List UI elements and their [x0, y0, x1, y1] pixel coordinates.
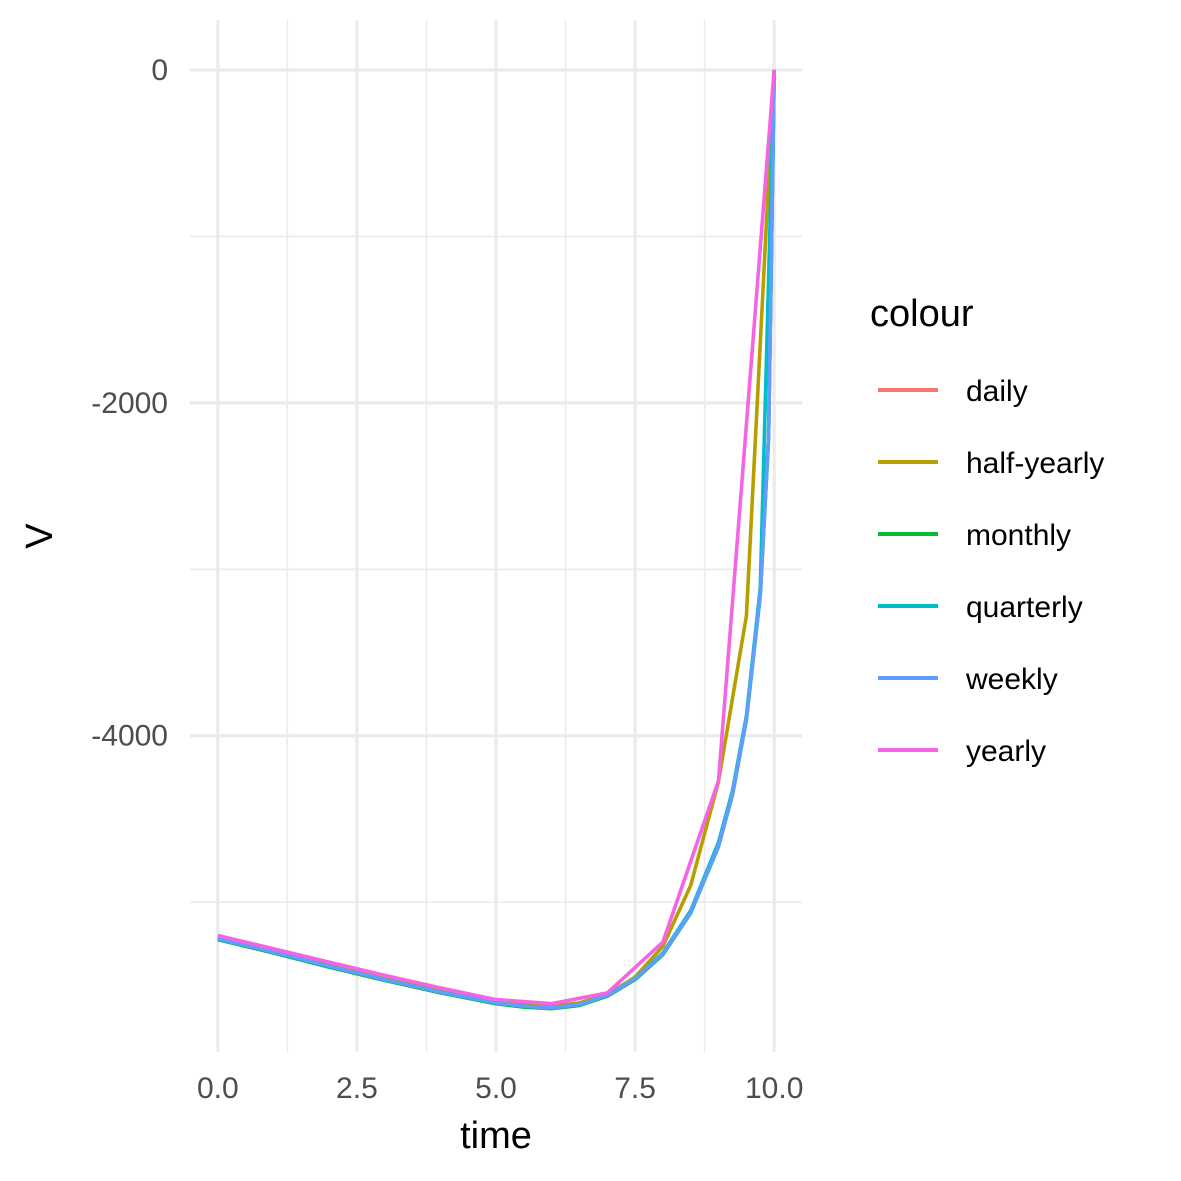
legend-label-weekly: weekly	[965, 663, 1058, 696]
x-tick-label: 5.0	[475, 1072, 517, 1105]
y-axis-tick-labels: 0 -2000 -4000	[91, 54, 168, 753]
legend-items: daily half-yearly monthly quarterly weekly ye…	[878, 375, 1104, 768]
y-tick-label: 0	[151, 54, 168, 87]
series-lines	[217, 69, 776, 1011]
x-axis-title: time	[460, 1115, 532, 1157]
legend-title: colour	[870, 293, 974, 335]
x-tick-label: 10.0	[745, 1072, 803, 1105]
legend-label-quarterly: quarterly	[966, 591, 1083, 624]
x-tick-label: 2.5	[336, 1072, 378, 1105]
y-tick-label: -4000	[91, 720, 168, 753]
x-tick-label: 0.0	[197, 1072, 239, 1105]
legend-label-half-yearly: half-yearly	[966, 447, 1104, 480]
series-line-weekly	[217, 69, 776, 1010]
legend-label-monthly: monthly	[966, 519, 1071, 552]
y-tick-label: -2000	[91, 387, 168, 420]
x-tick-label: 7.5	[614, 1072, 656, 1105]
legend-label-daily: daily	[966, 375, 1028, 408]
x-axis-tick-labels: 0.0 2.5 5.0 7.5 10.0	[197, 1072, 803, 1105]
legend: colour daily half-yearly monthly quarterly w…	[870, 293, 1104, 768]
y-axis-title: V	[19, 523, 61, 549]
legend-label-yearly: yearly	[966, 735, 1046, 768]
major-gridlines	[190, 20, 802, 1052]
series-line-yearly	[217, 69, 776, 1006]
